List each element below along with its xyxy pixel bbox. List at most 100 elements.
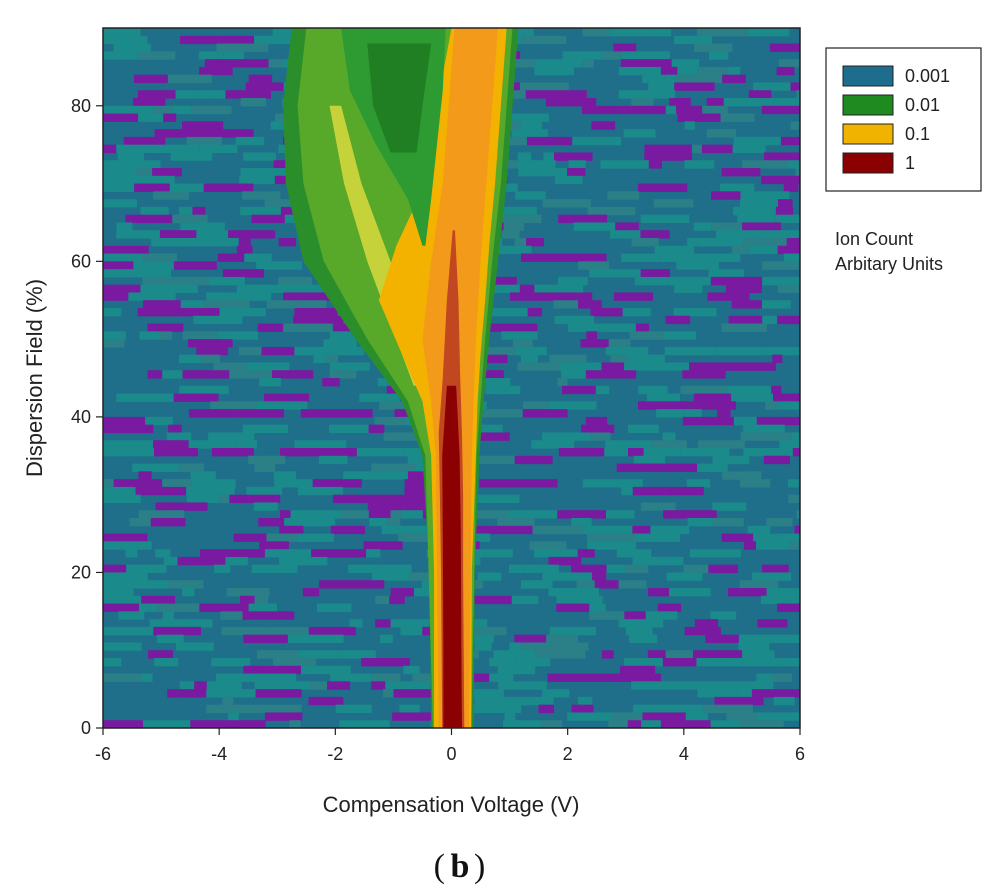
y-tick-label: 0 xyxy=(81,718,91,738)
noise-cell xyxy=(618,90,663,99)
plot-area xyxy=(103,28,800,728)
noise-cell xyxy=(492,276,517,286)
noise-cell xyxy=(469,455,515,465)
noise-cell xyxy=(702,704,732,714)
noise-cell xyxy=(251,214,285,224)
noise-cell xyxy=(548,556,582,566)
noise-cell xyxy=(660,720,711,728)
noise-cell xyxy=(178,689,207,698)
noise-cell xyxy=(582,59,595,68)
noise-cell xyxy=(374,416,407,426)
noise-cell xyxy=(634,276,668,286)
noise-cell xyxy=(756,416,800,426)
noise-cell xyxy=(294,346,335,356)
noise-cell xyxy=(238,346,262,356)
noise-cell xyxy=(627,354,665,364)
noise-cell xyxy=(232,409,285,418)
noise-cell xyxy=(153,626,201,636)
noise-cell xyxy=(757,619,788,628)
noise-cell xyxy=(186,136,223,146)
noise-cell xyxy=(248,74,273,84)
noise-cell xyxy=(153,191,190,200)
noise-cell xyxy=(576,580,595,589)
noise-cell xyxy=(644,152,692,161)
noise-cell xyxy=(298,650,343,659)
noise-cell xyxy=(708,564,739,574)
noise-cell xyxy=(788,541,800,550)
noise-cell xyxy=(229,494,281,504)
noise-cell xyxy=(182,588,195,597)
noise-cell xyxy=(226,588,270,597)
noise-cell xyxy=(624,611,646,620)
noise-cell xyxy=(103,284,141,294)
noise-cell xyxy=(153,440,189,449)
noise-cell xyxy=(361,658,410,667)
noise-cell xyxy=(792,448,800,457)
noise-cell xyxy=(143,300,181,309)
noise-cell xyxy=(236,284,287,294)
noise-cell xyxy=(103,564,127,574)
noise-cell xyxy=(103,261,134,270)
noise-cell xyxy=(284,658,316,667)
noise-cell xyxy=(687,518,713,527)
noise-cell xyxy=(519,82,569,91)
noise-cell xyxy=(600,160,649,169)
noise-cell xyxy=(217,331,229,340)
noise-cell xyxy=(211,448,254,457)
noise-cell xyxy=(368,510,391,519)
noise-cell xyxy=(688,401,736,410)
noise-cell xyxy=(781,533,800,542)
noise-cell xyxy=(706,129,737,138)
noise-cell xyxy=(167,689,179,698)
noise-cell xyxy=(266,300,304,309)
noise-cell xyxy=(371,463,416,472)
noise-cell xyxy=(154,658,179,667)
noise-cell xyxy=(509,564,524,574)
noise-cell xyxy=(151,175,175,185)
noise-cell xyxy=(571,564,607,574)
noise-cell xyxy=(608,720,628,728)
noise-cell xyxy=(264,712,303,721)
noise-cell xyxy=(642,74,665,84)
noise-cell xyxy=(152,168,182,177)
noise-cell xyxy=(215,673,256,682)
noise-cell xyxy=(623,658,663,667)
noise-cell xyxy=(240,98,267,107)
noise-cell xyxy=(325,354,339,364)
noise-cell xyxy=(103,642,142,651)
noise-cell xyxy=(721,681,738,690)
noise-cell xyxy=(742,222,781,231)
noise-cell xyxy=(684,409,702,418)
noise-cell xyxy=(640,230,670,239)
noise-cell xyxy=(225,556,248,566)
noise-cell xyxy=(516,658,551,667)
noise-cell xyxy=(473,626,507,636)
noise-cell xyxy=(303,300,327,309)
noise-cell xyxy=(657,603,682,612)
noise-cell xyxy=(329,370,357,379)
y-tick-label: 80 xyxy=(71,96,91,116)
noise-cell xyxy=(696,28,748,37)
noise-cell xyxy=(503,113,549,122)
noise-cell xyxy=(773,393,800,402)
noise-cell xyxy=(776,66,795,76)
noise-cell xyxy=(294,308,338,317)
noise-cell xyxy=(138,603,157,612)
noise-cell xyxy=(156,634,184,644)
noise-cell xyxy=(287,634,330,644)
noise-cell xyxy=(509,292,560,301)
noise-cell xyxy=(604,448,629,457)
noise-cell xyxy=(743,448,793,457)
noise-cell xyxy=(225,90,271,99)
noise-cell xyxy=(605,440,652,449)
noise-cell xyxy=(349,619,363,628)
noise-cell xyxy=(748,90,772,99)
legend-label: 0.001 xyxy=(905,66,950,86)
noise-cell xyxy=(674,284,703,294)
noise-cell xyxy=(222,269,265,278)
noise-cell xyxy=(677,113,721,122)
noise-cell xyxy=(712,502,747,511)
noise-cell xyxy=(567,712,613,721)
noise-cell xyxy=(697,689,737,698)
